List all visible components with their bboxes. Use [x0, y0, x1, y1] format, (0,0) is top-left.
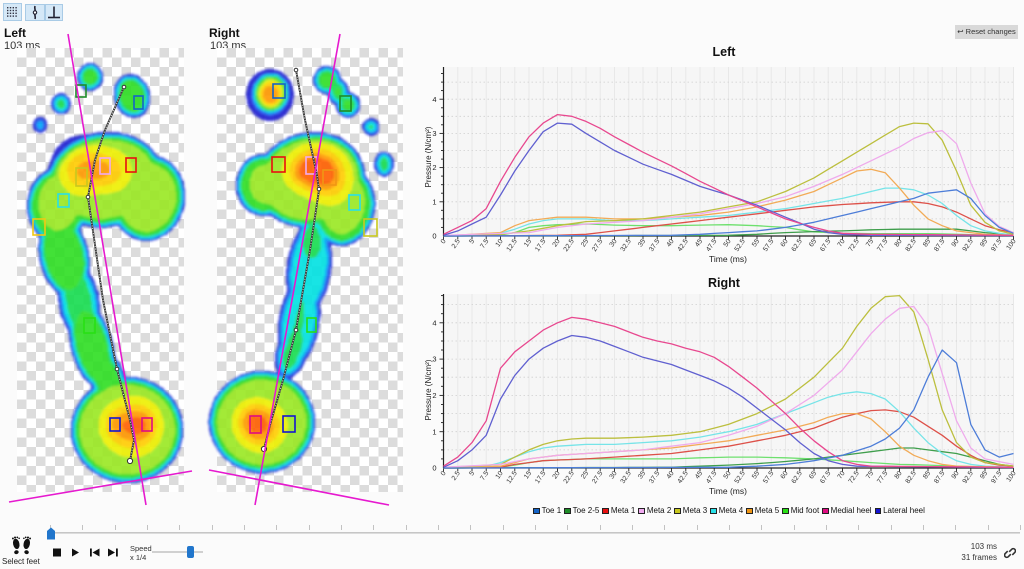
svg-text:57.5: 57.5: [762, 238, 775, 253]
svg-text:30: 30: [609, 470, 619, 480]
svg-text:72.5: 72.5: [848, 238, 861, 253]
svg-text:90: 90: [951, 238, 961, 248]
svg-text:40: 40: [666, 470, 676, 480]
svg-text:Right: Right: [708, 276, 741, 290]
svg-text:70: 70: [837, 470, 847, 480]
svg-text:Left: Left: [713, 45, 737, 59]
svg-text:0: 0: [440, 238, 448, 245]
svg-text:75: 75: [865, 470, 875, 480]
svg-text:3: 3: [432, 355, 436, 364]
svg-text:55: 55: [751, 238, 761, 248]
svg-text:27.5: 27.5: [591, 238, 604, 253]
svg-text:52.5: 52.5: [734, 470, 747, 485]
svg-text:22.5: 22.5: [563, 470, 576, 485]
svg-text:85: 85: [922, 470, 932, 480]
svg-text:3: 3: [432, 129, 436, 138]
svg-text:92.5: 92.5: [962, 238, 975, 253]
svg-text:5: 5: [468, 238, 476, 245]
svg-text:72.5: 72.5: [848, 470, 861, 485]
svg-text:2: 2: [432, 163, 436, 172]
svg-text:Time (ms): Time (ms): [709, 486, 747, 496]
svg-text:82.5: 82.5: [905, 238, 918, 253]
svg-text:40: 40: [666, 238, 676, 248]
svg-text:7.5: 7.5: [479, 470, 490, 482]
svg-text:5: 5: [468, 470, 476, 477]
svg-text:1: 1: [432, 427, 436, 436]
svg-text:0: 0: [432, 464, 436, 473]
svg-text:62.5: 62.5: [791, 470, 804, 485]
svg-text:92.5: 92.5: [962, 470, 975, 485]
svg-text:17.5: 17.5: [534, 238, 547, 253]
svg-text:77.5: 77.5: [876, 470, 889, 485]
svg-text:7.5: 7.5: [479, 238, 490, 250]
svg-text:85: 85: [922, 238, 932, 248]
svg-text:62.5: 62.5: [791, 238, 804, 253]
svg-text:35: 35: [637, 470, 647, 480]
svg-text:20: 20: [552, 238, 562, 248]
svg-text:67.5: 67.5: [819, 470, 832, 485]
svg-text:57.5: 57.5: [762, 470, 775, 485]
svg-text:1: 1: [432, 197, 436, 206]
svg-text:80: 80: [894, 238, 904, 248]
svg-text:100: 100: [1005, 238, 1017, 251]
svg-text:60: 60: [780, 238, 790, 248]
svg-text:Time (ms): Time (ms): [709, 254, 747, 264]
svg-text:47.5: 47.5: [705, 470, 718, 485]
svg-text:17.5: 17.5: [534, 470, 547, 485]
svg-text:15: 15: [523, 238, 533, 248]
svg-text:87.5: 87.5: [933, 470, 946, 485]
svg-text:0: 0: [432, 232, 436, 241]
svg-text:95: 95: [979, 238, 989, 248]
svg-text:30: 30: [609, 238, 619, 248]
svg-text:70: 70: [837, 238, 847, 248]
svg-text:Pressure (N/cm²): Pressure (N/cm²): [424, 359, 433, 420]
svg-text:27.5: 27.5: [591, 470, 604, 485]
svg-text:10: 10: [495, 470, 505, 480]
svg-text:52.5: 52.5: [734, 238, 747, 253]
svg-text:55: 55: [751, 470, 761, 480]
svg-text:100: 100: [1005, 470, 1017, 483]
svg-text:25: 25: [580, 238, 590, 248]
svg-text:67.5: 67.5: [819, 238, 832, 253]
svg-text:12.5: 12.5: [506, 238, 519, 253]
svg-text:95: 95: [979, 470, 989, 480]
svg-text:32.5: 32.5: [620, 238, 633, 253]
svg-text:2: 2: [432, 391, 436, 400]
svg-text:45: 45: [694, 470, 704, 480]
svg-text:32.5: 32.5: [620, 470, 633, 485]
svg-text:37.5: 37.5: [648, 470, 661, 485]
svg-text:75: 75: [865, 238, 875, 248]
svg-text:60: 60: [780, 470, 790, 480]
svg-text:2.5: 2.5: [451, 238, 462, 250]
svg-text:65: 65: [808, 470, 818, 480]
svg-text:15: 15: [523, 470, 533, 480]
svg-text:10: 10: [495, 238, 505, 248]
svg-text:12.5: 12.5: [506, 470, 519, 485]
svg-text:4: 4: [432, 95, 436, 104]
svg-text:37.5: 37.5: [648, 238, 661, 253]
svg-text:97.5: 97.5: [990, 470, 1003, 485]
svg-text:42.5: 42.5: [677, 238, 690, 253]
svg-text:42.5: 42.5: [677, 470, 690, 485]
svg-text:35: 35: [637, 238, 647, 248]
svg-text:87.5: 87.5: [933, 238, 946, 253]
svg-text:90: 90: [951, 470, 961, 480]
svg-text:45: 45: [694, 238, 704, 248]
svg-text:77.5: 77.5: [876, 238, 889, 253]
svg-text:Pressure (N/cm²): Pressure (N/cm²): [424, 126, 433, 187]
svg-text:25: 25: [580, 470, 590, 480]
svg-text:65: 65: [808, 238, 818, 248]
svg-text:82.5: 82.5: [905, 470, 918, 485]
svg-text:97.5: 97.5: [990, 238, 1003, 253]
svg-text:22.5: 22.5: [563, 238, 576, 253]
svg-text:50: 50: [723, 470, 733, 480]
svg-text:20: 20: [552, 470, 562, 480]
svg-text:47.5: 47.5: [705, 238, 718, 253]
svg-text:4: 4: [432, 318, 436, 327]
svg-text:0: 0: [440, 470, 448, 477]
svg-text:50: 50: [723, 238, 733, 248]
svg-text:80: 80: [894, 470, 904, 480]
svg-text:2.5: 2.5: [451, 470, 462, 482]
